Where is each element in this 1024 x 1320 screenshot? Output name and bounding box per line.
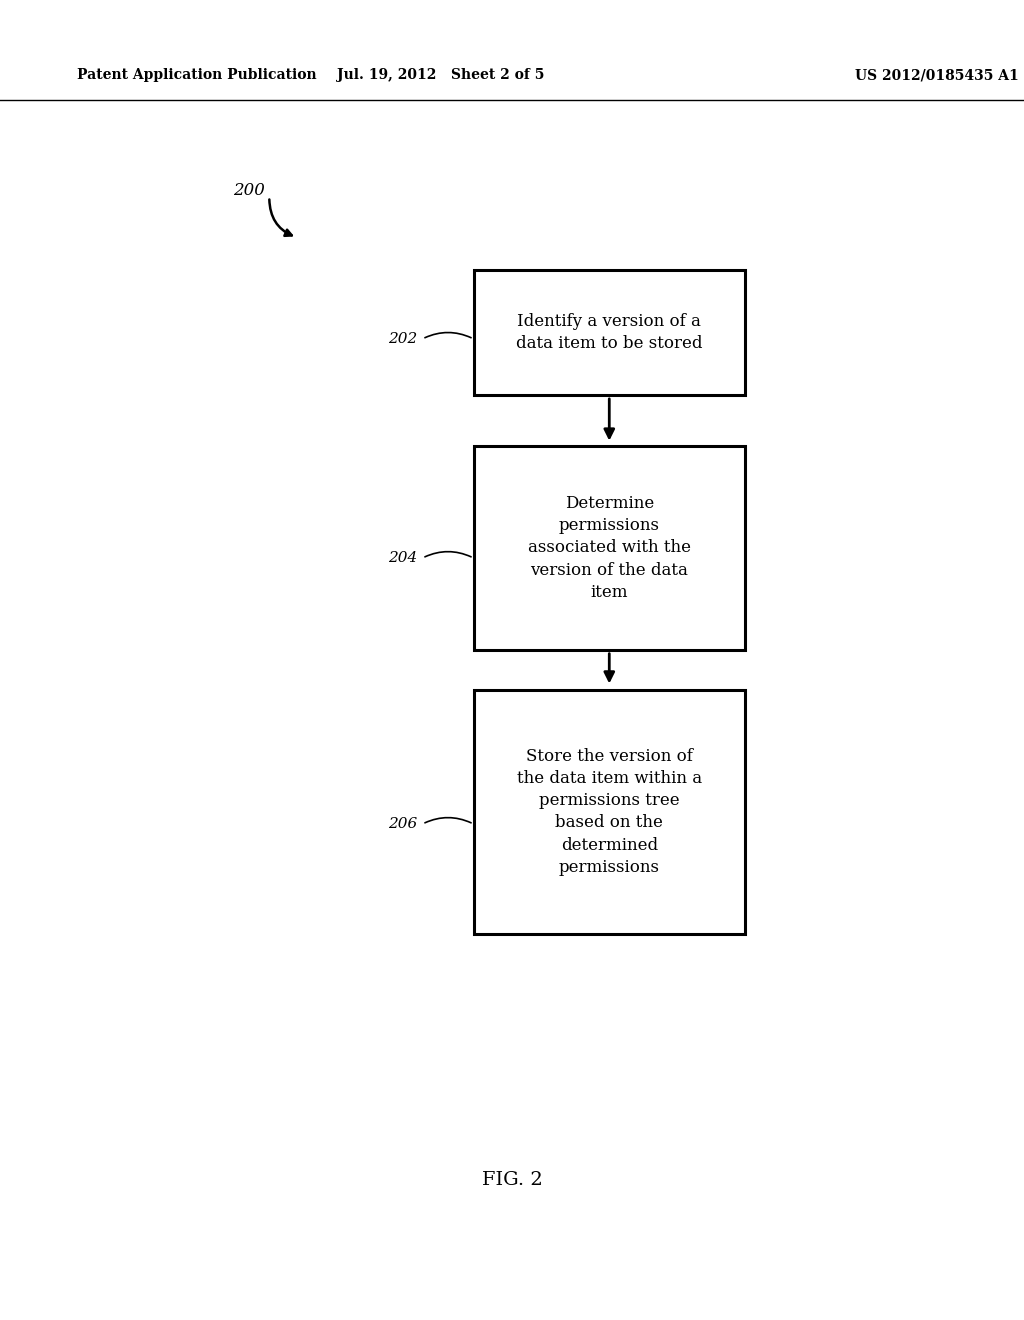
Text: FIG. 2: FIG. 2 — [481, 1171, 543, 1189]
Text: 200: 200 — [233, 182, 265, 198]
FancyBboxPatch shape — [473, 271, 745, 396]
Text: Identify a version of a
data item to be stored: Identify a version of a data item to be … — [516, 313, 702, 352]
Text: Jul. 19, 2012   Sheet 2 of 5: Jul. 19, 2012 Sheet 2 of 5 — [337, 69, 544, 82]
Text: 202: 202 — [388, 331, 418, 346]
Text: Determine
permissions
associated with the
version of the data
item: Determine permissions associated with th… — [527, 495, 691, 601]
Text: 206: 206 — [388, 817, 418, 832]
Text: 204: 204 — [388, 550, 418, 565]
Text: Patent Application Publication: Patent Application Publication — [77, 69, 316, 82]
Text: US 2012/0185435 A1: US 2012/0185435 A1 — [855, 69, 1019, 82]
FancyBboxPatch shape — [473, 689, 745, 935]
Text: Store the version of
the data item within a
permissions tree
based on the
determ: Store the version of the data item withi… — [517, 748, 701, 875]
FancyBboxPatch shape — [473, 446, 745, 651]
